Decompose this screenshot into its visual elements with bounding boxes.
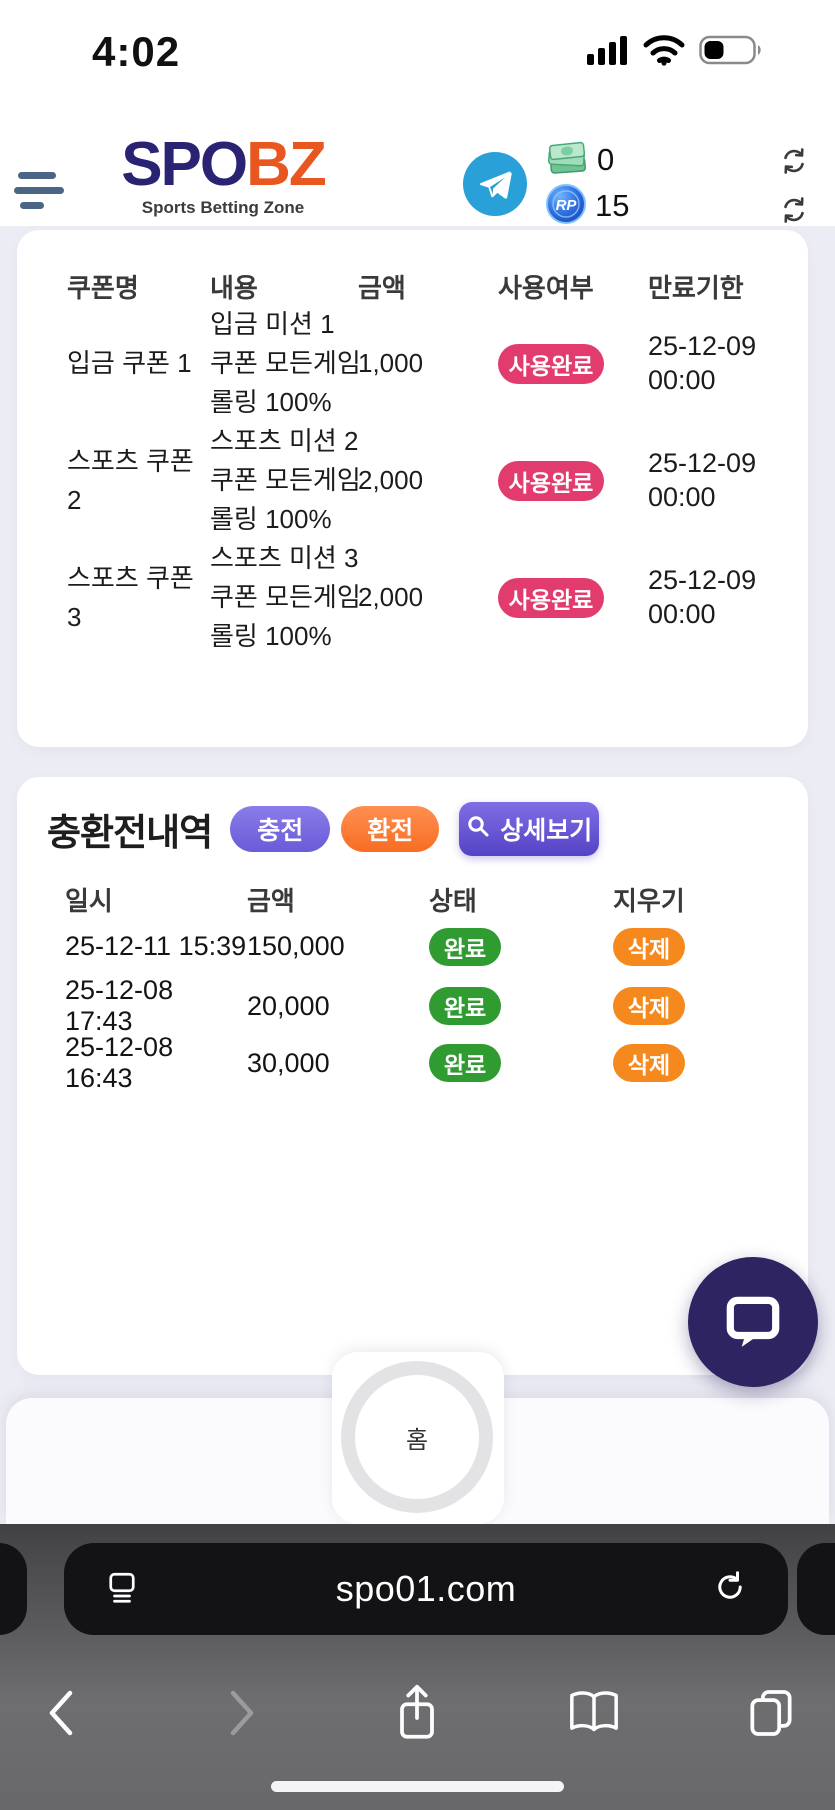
tx-row: 25-12-08 16:43 30,000 완료 삭제	[17, 1032, 808, 1093]
search-icon	[466, 814, 490, 845]
nav-item-home[interactable]: 홈	[341, 1361, 493, 1513]
col-datetime: 일시	[65, 886, 113, 916]
coupon-name: 스포츠 쿠폰 2	[67, 445, 194, 515]
logo[interactable]: SPOBZ Sports Betting Zone	[88, 134, 358, 218]
tx-row: 25-12-11 15:39 150,000 완료 삭제	[17, 918, 808, 975]
tx-row: 25-12-08 17:43 20,000 완료 삭제	[17, 975, 808, 1036]
withdraw-button[interactable]: 환전	[341, 806, 440, 852]
coupon-desc: 스포츠 미션 2 쿠폰 모든게임 롤링 100%	[210, 426, 361, 534]
url-bar[interactable]: spo01.com	[64, 1543, 788, 1635]
tabs-icon[interactable]	[736, 1678, 806, 1748]
coupon-amount: 2,000	[358, 582, 424, 612]
browser-toolbar	[0, 1660, 835, 1770]
bookmarks-icon[interactable]	[559, 1678, 629, 1748]
col-erase: 지우기	[613, 886, 685, 916]
col-state: 상태	[429, 886, 477, 916]
points-amount: 15	[595, 188, 630, 223]
logo-bz: BZ	[246, 130, 327, 199]
chat-bubble-icon	[720, 1287, 786, 1358]
tx-datetime: 25-12-08 16:43	[65, 1032, 174, 1093]
coupon-row: 스포츠 쿠폰 2 스포츠 미션 2 쿠폰 모든게임 롤링 100% 2,000 …	[17, 422, 808, 539]
detail-button-label: 상세보기	[500, 817, 593, 845]
signal-icon	[587, 35, 629, 70]
reload-icon[interactable]	[712, 1569, 748, 1610]
status-time: 4:02	[92, 28, 181, 75]
coupon-desc: 스포츠 미션 3 쿠폰 모든게임 롤링 100%	[210, 543, 361, 651]
coupon-amount: 1,000	[358, 348, 424, 378]
tx-status-badge: 완료	[429, 1044, 501, 1082]
next-tab-stub[interactable]	[797, 1543, 835, 1635]
logo-subtitle: Sports Betting Zone	[141, 198, 305, 217]
transactions-header: 충환전내역 충전 환전 상세보기	[17, 777, 808, 856]
home-indicator[interactable]	[271, 1781, 564, 1792]
telegram-icon[interactable]	[463, 152, 527, 216]
share-icon[interactable]	[382, 1678, 452, 1748]
transactions-card: 충환전내역 충전 환전 상세보기 일시 금액 상태 지우기 25-12-11 1…	[17, 777, 808, 1375]
page-icon[interactable]	[104, 1569, 140, 1610]
col-amount: 금액	[358, 273, 406, 303]
detail-button[interactable]: 상세보기	[459, 802, 600, 856]
col-used: 사용여부	[498, 273, 594, 303]
tx-amount: 30,000	[247, 1047, 330, 1078]
coupon-desc: 입금 미션 1 쿠폰 모든게임 롤링 100%	[210, 309, 361, 417]
coupon-expiry: 25-12-09 00:00	[648, 447, 757, 512]
cash-icon	[545, 139, 589, 182]
tx-table-header: 일시 금액 상태 지우기	[17, 881, 808, 918]
points-balance-row: RP 15	[545, 183, 630, 230]
battery-icon	[699, 34, 765, 71]
rp-coin-label: RP	[556, 197, 578, 214]
logo-spo: SPO	[121, 130, 248, 199]
chat-fab-button[interactable]	[688, 1257, 818, 1387]
status-badge: 사용완료	[498, 577, 604, 618]
menu-icon[interactable]	[14, 168, 66, 214]
coupon-table-header: 쿠폰명 내용 금액 사용여부 만료기한	[17, 230, 808, 305]
tx-datetime: 25-12-08 17:43	[65, 975, 174, 1036]
balance-panel: 0 RP 15	[545, 138, 629, 228]
coupon-expiry: 25-12-09 00:00	[648, 564, 757, 629]
url-text: spo01.com	[335, 1568, 517, 1609]
col-coupon-name: 쿠폰명	[67, 273, 139, 303]
tx-status-badge: 완료	[429, 987, 501, 1025]
top-white-zone	[0, 0, 835, 226]
coupon-name: 스포츠 쿠폰 3	[67, 562, 194, 632]
coupon-expiry: 25-12-09 00:00	[648, 330, 757, 395]
deposit-button[interactable]: 충전	[230, 806, 331, 852]
tx-status-badge: 완료	[429, 927, 501, 966]
nav-label-home: 홈	[405, 1426, 429, 1454]
coupon-row: 입금 쿠폰 1 입금 미션 1 쿠폰 모든게임 롤링 100% 1,000 사용…	[17, 305, 808, 422]
coupon-row: 스포츠 쿠폰 3 스포츠 미션 3 쿠폰 모든게임 롤링 100% 2,000 …	[17, 539, 808, 656]
browser-chrome: spo01.com	[0, 1524, 835, 1810]
col-tx-amount: 금액	[247, 886, 295, 916]
coupon-card: 쿠폰명 내용 금액 사용여부 만료기한 입금 쿠폰 1 입금 미션 1 쿠폰 모…	[17, 230, 808, 747]
refresh-cash-icon[interactable]	[779, 146, 809, 181]
status-badge: 사용완료	[498, 343, 604, 384]
refresh-buttons	[779, 146, 809, 230]
coupon-name: 입금 쿠폰 1	[67, 348, 192, 378]
forward-icon[interactable]	[207, 1678, 277, 1748]
col-expiry: 만료기한	[648, 273, 744, 303]
delete-button[interactable]: 삭제	[613, 1044, 685, 1082]
status-bar: 4:02	[0, 0, 835, 100]
wifi-icon	[643, 34, 685, 71]
prev-tab-stub[interactable]	[0, 1543, 27, 1635]
back-icon[interactable]	[26, 1678, 96, 1748]
cash-balance-row: 0	[545, 138, 629, 182]
coupon-amount: 2,000	[358, 465, 424, 495]
col-desc: 내용	[210, 273, 258, 303]
tx-datetime: 25-12-11 15:39	[65, 931, 247, 961]
refresh-points-icon[interactable]	[779, 195, 809, 230]
tx-amount: 20,000	[247, 990, 330, 1021]
delete-button[interactable]: 삭제	[613, 987, 685, 1025]
status-badge: 사용완료	[498, 460, 604, 501]
cash-amount: 0	[597, 142, 615, 177]
rp-coin-icon: RP	[545, 183, 587, 230]
tx-amount: 150,000	[247, 931, 345, 961]
transactions-title: 충환전내역	[47, 812, 213, 853]
delete-button[interactable]: 삭제	[613, 927, 685, 966]
